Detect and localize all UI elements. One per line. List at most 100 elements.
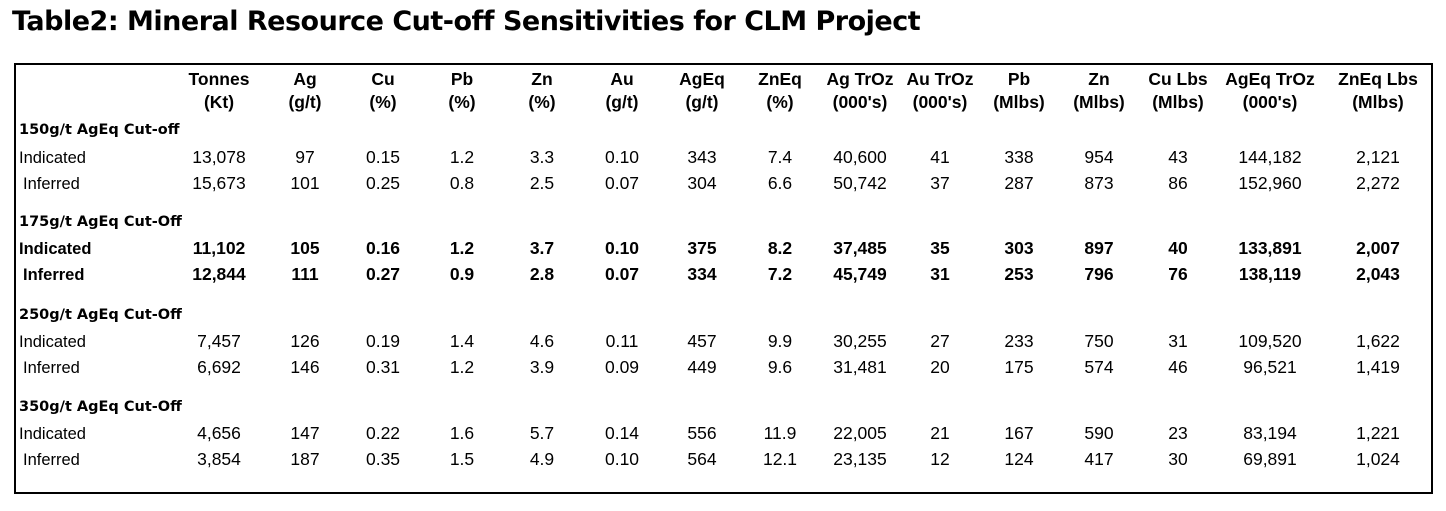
table-cell: 0.10 bbox=[604, 449, 640, 469]
table-cell: 574 bbox=[1084, 357, 1114, 377]
table-cell: 3.7 bbox=[529, 238, 555, 258]
table-cell: 1.6 bbox=[449, 423, 475, 443]
table-cell: 109,520 bbox=[1238, 331, 1302, 351]
section-label: 250g/t AgEq Cut-Off bbox=[19, 307, 182, 323]
table-cell: 564 bbox=[687, 449, 717, 469]
table-cell: 83,194 bbox=[1243, 423, 1297, 443]
column-header-name: Ag TrOz bbox=[826, 69, 894, 89]
table-cell: 15,673 bbox=[192, 173, 246, 193]
table-cell: 4.9 bbox=[529, 449, 555, 469]
table-cell: 7.4 bbox=[767, 147, 793, 167]
column-header: Zn (Mlbs) bbox=[1049, 68, 1149, 114]
table-cell: 3,854 bbox=[197, 449, 241, 469]
table-cell: 449 bbox=[687, 357, 717, 377]
table-cell: 796 bbox=[1084, 264, 1114, 284]
table-cell: 37 bbox=[930, 173, 950, 193]
table-cell: 2,272 bbox=[1356, 173, 1400, 193]
table-cell: 46 bbox=[1168, 357, 1188, 377]
table-cell: 97 bbox=[295, 147, 315, 167]
table-cell: 41 bbox=[930, 147, 950, 167]
table-cell: 126 bbox=[290, 331, 320, 351]
column-header-name: ZnEq bbox=[758, 69, 802, 89]
column-header-name: Pb bbox=[1007, 69, 1031, 89]
table-cell: 9.6 bbox=[767, 357, 793, 377]
table-cell: 12,844 bbox=[192, 264, 246, 284]
table-cell: 253 bbox=[1004, 264, 1034, 284]
column-header: Tonnes (Kt) bbox=[169, 68, 269, 114]
table-cell: 556 bbox=[687, 423, 717, 443]
table-cell: 23,135 bbox=[833, 449, 887, 469]
table-cell: 457 bbox=[687, 331, 717, 351]
table-cell: 0.07 bbox=[604, 264, 640, 284]
table-cell: 287 bbox=[1004, 173, 1034, 193]
column-header-unit: (000's) bbox=[1242, 92, 1298, 112]
table-cell: 22,005 bbox=[833, 423, 887, 443]
table-cell: 76 bbox=[1168, 264, 1188, 284]
table-cell: 111 bbox=[291, 264, 319, 284]
table-cell: 4,656 bbox=[197, 423, 241, 443]
column-header-unit: (%) bbox=[528, 92, 556, 112]
column-header: Cu Lbs (Mlbs) bbox=[1128, 68, 1228, 114]
table-cell: 2,121 bbox=[1356, 147, 1400, 167]
table-cell: 417 bbox=[1084, 449, 1114, 469]
table-cell: 3.3 bbox=[529, 147, 555, 167]
table-cell: 343 bbox=[687, 147, 717, 167]
table-cell: 13,078 bbox=[192, 147, 246, 167]
table-cell: 11,102 bbox=[192, 238, 246, 258]
table-cell: 0.10 bbox=[604, 238, 640, 258]
table-cell: 167 bbox=[1004, 423, 1034, 443]
table-cell: 23 bbox=[1168, 423, 1188, 443]
row-label: Inferred bbox=[23, 359, 80, 377]
table-cell: 101 bbox=[290, 173, 320, 193]
table-cell: 3.9 bbox=[529, 357, 555, 377]
column-header: Pb (Mlbs) bbox=[969, 68, 1069, 114]
table-cell: 0.9 bbox=[449, 264, 475, 284]
table-cell: 40,600 bbox=[833, 147, 887, 167]
column-header: Zn (%) bbox=[492, 68, 592, 114]
column-header-unit: (g/t) bbox=[605, 92, 639, 112]
column-header: Pb (%) bbox=[412, 68, 512, 114]
table-cell: 152,960 bbox=[1238, 173, 1302, 193]
table-cell: 233 bbox=[1004, 331, 1034, 351]
row-label: Inferred bbox=[23, 451, 80, 469]
table-cell: 375 bbox=[687, 238, 717, 258]
table-cell: 1,622 bbox=[1356, 331, 1400, 351]
table-cell: 590 bbox=[1084, 423, 1114, 443]
table-cell: 2.8 bbox=[529, 264, 555, 284]
table-cell: 138,119 bbox=[1238, 264, 1302, 284]
table-cell: 0.8 bbox=[449, 173, 475, 193]
column-header-name: ZnEq Lbs bbox=[1338, 69, 1418, 89]
table-cell: 1.4 bbox=[449, 331, 475, 351]
table-cell: 1.5 bbox=[449, 449, 475, 469]
column-header: Cu (%) bbox=[333, 68, 433, 114]
row-label: Indicated bbox=[19, 149, 86, 167]
row-label: Indicated bbox=[19, 240, 92, 258]
table-cell: 7.2 bbox=[767, 264, 793, 284]
table-cell: 1.2 bbox=[449, 147, 475, 167]
table-cell: 31,481 bbox=[833, 357, 887, 377]
table-cell: 31 bbox=[930, 264, 950, 284]
column-header-unit: (g/t) bbox=[685, 92, 719, 112]
table-cell: 334 bbox=[687, 264, 717, 284]
table-cell: 0.27 bbox=[365, 264, 401, 284]
column-header: Ag (g/t) bbox=[255, 68, 355, 114]
table-cell: 0.31 bbox=[365, 357, 401, 377]
column-header-unit: (%) bbox=[448, 92, 476, 112]
column-header-unit: (000's) bbox=[832, 92, 888, 112]
table-cell: 86 bbox=[1168, 173, 1188, 193]
column-header-name: AgEq bbox=[679, 69, 725, 89]
page-title: Table2: Mineral Resource Cut-off Sensiti… bbox=[12, 6, 921, 37]
table-cell: 12 bbox=[930, 449, 950, 469]
column-header-unit: (Mlbs) bbox=[1073, 92, 1125, 112]
table-cell: 873 bbox=[1084, 173, 1114, 193]
column-header-name: Zn bbox=[1088, 69, 1110, 89]
table-cell: 1.2 bbox=[449, 238, 475, 258]
table-cell: 2.5 bbox=[529, 173, 555, 193]
section-label: 150g/t AgEq Cut-off bbox=[19, 122, 180, 138]
table-cell: 20 bbox=[930, 357, 950, 377]
table-cell: 6,692 bbox=[197, 357, 241, 377]
table-cell: 12.1 bbox=[762, 449, 798, 469]
table-cell: 21 bbox=[930, 423, 950, 443]
table-cell: 304 bbox=[687, 173, 717, 193]
column-header: ZnEq Lbs (Mlbs) bbox=[1328, 68, 1428, 114]
